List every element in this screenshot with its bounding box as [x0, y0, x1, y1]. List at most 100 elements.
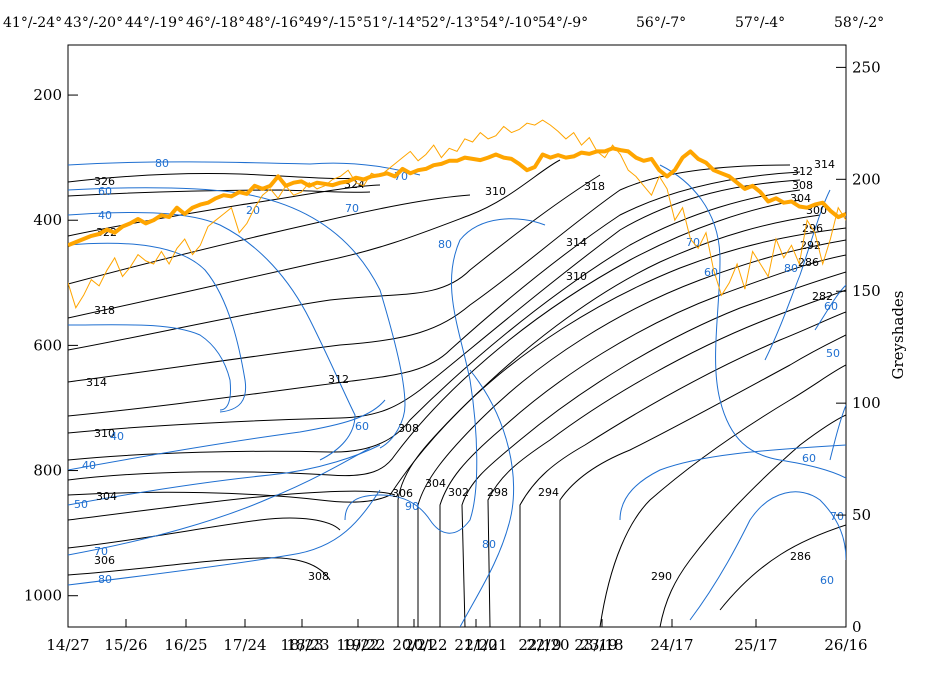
black-contour-line [417, 239, 846, 627]
black-contour-line [68, 490, 396, 521]
black-contour-line [68, 164, 791, 383]
black-contour-label: 326 [94, 175, 115, 188]
black-contour-label: 306 [94, 554, 115, 567]
blue-contour-label: 80 [438, 238, 452, 251]
bottom-axis: 14/27 15/26 16/25 17/24 18/23 19/22 20/21 21/20… [46, 619, 868, 654]
blue-contour-label: 40 [98, 209, 112, 222]
blue-contour-line [344, 218, 546, 534]
blue-contour-label: 80 [784, 262, 798, 275]
black-contour-label: 318 [94, 304, 115, 317]
bottom-axis-tick-label: 26/16 [824, 636, 867, 654]
top-label: 49°/-15° [304, 15, 363, 31]
blue-contour-label: 60 [704, 266, 718, 279]
black-contour-line [559, 334, 846, 627]
right-axis-label: Greyshades [889, 291, 907, 380]
blue-contour-line [68, 187, 406, 449]
top-label: 44°/-19° [125, 15, 184, 31]
bottom-axis-tick-label: 20/22 [404, 636, 447, 654]
black-contour-label: 322 [96, 226, 117, 239]
black-contour-line [68, 159, 561, 319]
right-axis-tick-label: 0 [852, 618, 862, 636]
black-contour-label: 302 [448, 486, 469, 499]
right-axis-tick-label: 50 [852, 506, 871, 524]
bottom-axis-tick-label: 22/20 [526, 636, 569, 654]
bottom-axis-tick-label: 19/22 [336, 636, 379, 654]
black-contour-line [68, 194, 471, 285]
bottom-axis-tick-label: 16/25 [164, 636, 207, 654]
bottom-axis-tick-label: 17/24 [223, 636, 266, 654]
orange-series-layer [68, 119, 846, 309]
blue-contour-label: 90 [405, 500, 419, 513]
top-label: 57°/-4° [735, 15, 785, 31]
blue-contour-label: 80 [155, 157, 169, 170]
bottom-axis-tick-label: 18/23 [286, 636, 329, 654]
bottom-axis-tick-label: 20/21 [392, 636, 435, 654]
blue-contour-line [619, 444, 846, 521]
bottom-axis-tick-label: 15/26 [104, 636, 147, 654]
black-contour-line [487, 289, 846, 627]
blue-contour-label: 60 [802, 452, 816, 465]
blue-contour-label: 70 [345, 202, 359, 215]
blue-contour-line [68, 447, 371, 556]
black-contour-line [719, 524, 846, 611]
black-contour-label: 308 [308, 570, 329, 583]
plot-frame [67, 44, 847, 628]
black-contour-label: 310 [485, 185, 506, 198]
blue-contour-label: 60 [820, 574, 834, 587]
bottom-axis-tick-label: 21/20 [454, 636, 497, 654]
right-axis-tick-label: 100 [852, 394, 881, 412]
blue-contour-label: 40 [82, 459, 96, 472]
top-label: 46°/-18° [186, 15, 245, 31]
black-contour-line [68, 174, 601, 351]
black-contour-label: 282 [812, 290, 833, 303]
black-contour-label: 294 [538, 486, 559, 499]
black-contour-label: 312 [792, 165, 813, 178]
blue-contour-label: 80 [482, 538, 496, 551]
bottom-axis-tick-label: 24/17 [650, 636, 693, 654]
black-contour-label: 286 [790, 550, 811, 563]
black-contour-label: 308 [792, 179, 813, 192]
top-label: 48°/-16° [246, 15, 305, 31]
black-contour-line [659, 414, 846, 627]
top-label: 51°/-14° [363, 15, 422, 31]
blue-contour-line [68, 242, 247, 413]
right-axis-tick-label: 200 [852, 170, 881, 188]
black-contour-line [68, 199, 801, 481]
black-contour-line [68, 557, 331, 581]
black-contour-label: 304 [96, 490, 117, 503]
blue-contour-line [68, 161, 421, 176]
black-contour-line [397, 227, 846, 627]
black-contour-label: 286 [798, 256, 819, 269]
top-label: 56°/-7° [636, 15, 686, 31]
blue-contour-line [459, 369, 515, 627]
black-contour-line [68, 179, 801, 434]
top-label: 43°/-20° [64, 15, 123, 31]
right-axis-tick-label: 250 [852, 58, 881, 76]
black-contour-labels: 326 322 318 314 310 304 306 308 312 324 … [86, 158, 835, 583]
bottom-axis-tick-label: 23/19 [574, 636, 617, 654]
bottom-axis-tick-label: 19/22 [342, 636, 385, 654]
black-contour-line [599, 364, 846, 627]
left-axis-tick-label: 400 [33, 211, 62, 229]
blue-contour-label: 40 [110, 430, 124, 443]
black-contour-line [68, 171, 801, 417]
top-label: 52°/-13° [421, 15, 480, 31]
black-contour-line [68, 184, 381, 237]
blue-contours [68, 161, 846, 627]
left-axis-tick-label: 200 [33, 86, 62, 104]
orange-thin-series-line [68, 119, 846, 309]
blue-contour-line [689, 491, 846, 621]
black-contour-label: 290 [651, 570, 672, 583]
blue-contour-label: 70 [94, 545, 108, 558]
blue-contour-line [659, 164, 846, 479]
blue-contour-label: 60 [355, 420, 369, 433]
bottom-axis-tick-label: 14/27 [46, 636, 89, 654]
bottom-axis-tick-label: 18/23 [280, 636, 323, 654]
blue-contour-label: 80 [98, 573, 112, 586]
top-label: 58°/-2° [834, 15, 884, 31]
black-contour-label: 308 [398, 422, 419, 435]
black-contour-line [439, 254, 846, 627]
blue-contour-line [68, 324, 231, 411]
black-contour-label: 312 [328, 373, 349, 386]
